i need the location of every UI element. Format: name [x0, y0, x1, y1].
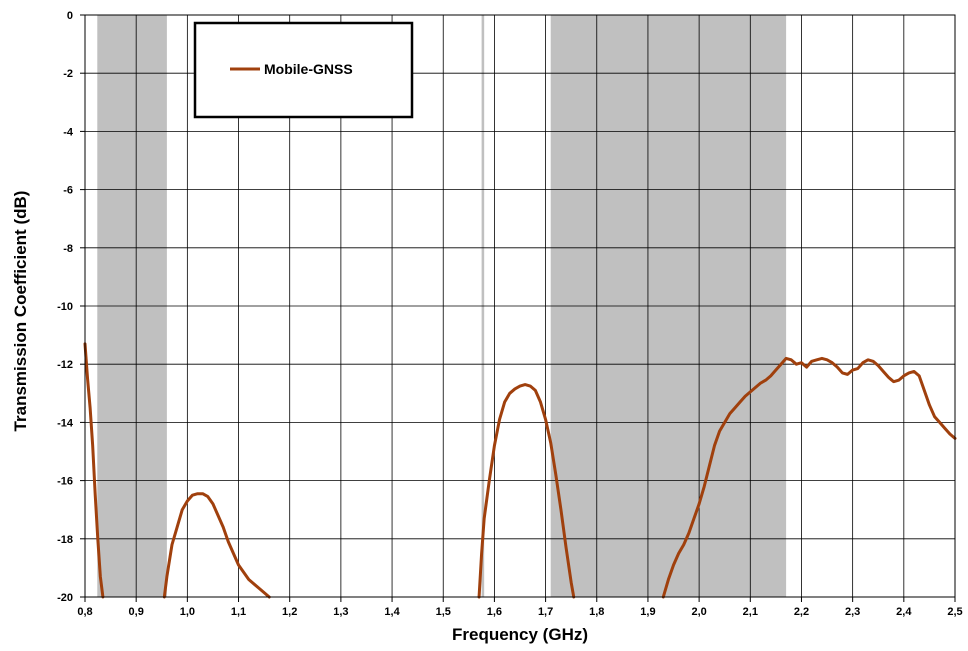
x-tick-label: 1,3	[333, 606, 348, 618]
x-tick-label: 0,8	[77, 606, 92, 618]
x-tick-label: 1,4	[384, 606, 400, 618]
y-tick-label: -6	[63, 185, 73, 197]
y-tick-label: -12	[57, 359, 73, 371]
x-axis-title: Frequency (GHz)	[452, 625, 588, 644]
x-tick-label: 2,3	[845, 606, 860, 618]
x-tick-label: 2,0	[691, 606, 706, 618]
y-tick-label: -4	[63, 126, 74, 138]
y-axis-ticks: 0 -2 -4 -6 -8 -10 -12 -14 -16 -18 -20	[57, 10, 85, 604]
y-tick-label: -10	[57, 301, 73, 313]
legend-label-mobile-gnss: Mobile-GNSS	[264, 61, 353, 77]
series-line-mobile-gnss-segment-2	[162, 492, 271, 599]
x-tick-label: 1,7	[538, 606, 553, 618]
y-tick-label: -18	[57, 534, 73, 546]
x-tick-label: 1,8	[589, 606, 604, 618]
x-axis-ticks: 0,8 0,9 1,0 1,1 1,2 1,3 1,4 1,5 1,6 1,7 1,8 1,9 2,0 2…	[77, 597, 963, 618]
series-line-mobile-gnss-segment-3	[477, 383, 576, 599]
x-tick-label: 1,0	[180, 606, 195, 618]
series-line-mobile-gnss-segment-4	[661, 356, 957, 599]
x-tick-label: 1,5	[436, 606, 451, 618]
x-tick-label: 0,9	[129, 606, 144, 618]
y-tick-label: 0	[67, 10, 73, 22]
x-tick-label: 1,1	[231, 606, 246, 618]
x-tick-label: 1,6	[487, 606, 502, 618]
series-line-mobile-gnss-segment-1	[83, 342, 105, 599]
x-tick-label: 2,1	[743, 606, 758, 618]
y-tick-label: -20	[57, 592, 73, 604]
x-tick-label: 1,9	[640, 606, 655, 618]
x-tick-label: 1,2	[282, 606, 297, 618]
series-layer	[83, 342, 957, 599]
x-tick-label: 2,2	[794, 606, 809, 618]
x-tick-label: 2,5	[947, 606, 962, 618]
y-axis-title: Transmission Coefficient (dB)	[11, 191, 30, 432]
legend: Mobile-GNSS	[193, 21, 414, 119]
y-tick-label: -16	[57, 476, 73, 488]
y-tick-label: -8	[63, 243, 73, 255]
x-tick-label: 2,4	[896, 606, 912, 618]
y-tick-label: -2	[63, 68, 73, 80]
y-tick-label: -14	[57, 417, 74, 429]
